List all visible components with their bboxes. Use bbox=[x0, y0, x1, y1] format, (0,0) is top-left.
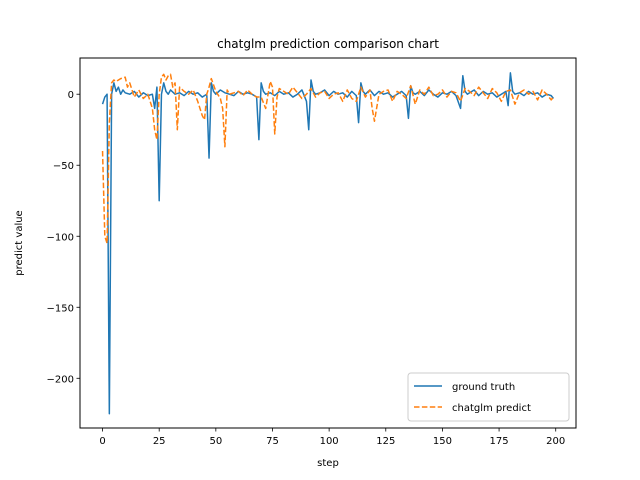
y-axis-label: predict value bbox=[14, 210, 25, 275]
series-line-chatglm-predict bbox=[101, 73, 555, 245]
legend-label-ground-truth: ground truth bbox=[452, 382, 515, 393]
x-tick-label: 50 bbox=[209, 436, 222, 447]
legend-label-chatglm-predict: chatglm predict bbox=[452, 403, 531, 414]
x-axis-label: step bbox=[317, 458, 339, 469]
x-tick-label: 25 bbox=[153, 436, 166, 447]
x-tick-label: 125 bbox=[376, 436, 395, 447]
x-tick-label: 175 bbox=[490, 436, 509, 447]
plot-background bbox=[80, 58, 576, 428]
legend-box bbox=[407, 372, 570, 422]
y-axis: −200 −150 −100 −50 0 bbox=[47, 90, 80, 385]
x-tick-label: 75 bbox=[266, 436, 279, 447]
y-tick-label: −150 bbox=[47, 303, 74, 314]
chart-title: chatglm prediction comparison chart bbox=[217, 37, 439, 51]
x-tick-label: 0 bbox=[99, 436, 105, 447]
x-axis: 0 25 50 75 100 125 150 175 200 bbox=[99, 428, 565, 447]
y-tick-label: −50 bbox=[53, 161, 74, 172]
x-tick-label: 150 bbox=[433, 436, 452, 447]
y-tick-label: −100 bbox=[47, 232, 74, 243]
x-tick-label: 200 bbox=[546, 436, 565, 447]
series-line-ground-truth bbox=[101, 72, 555, 415]
y-tick-label: 0 bbox=[68, 90, 74, 101]
plot-area bbox=[79, 57, 577, 429]
series-layer bbox=[101, 72, 555, 415]
y-tick-label: −200 bbox=[47, 374, 74, 385]
x-tick-label: 100 bbox=[320, 436, 339, 447]
plot-frame bbox=[79, 57, 577, 429]
legend: ground truth chatglm predict bbox=[407, 372, 570, 422]
